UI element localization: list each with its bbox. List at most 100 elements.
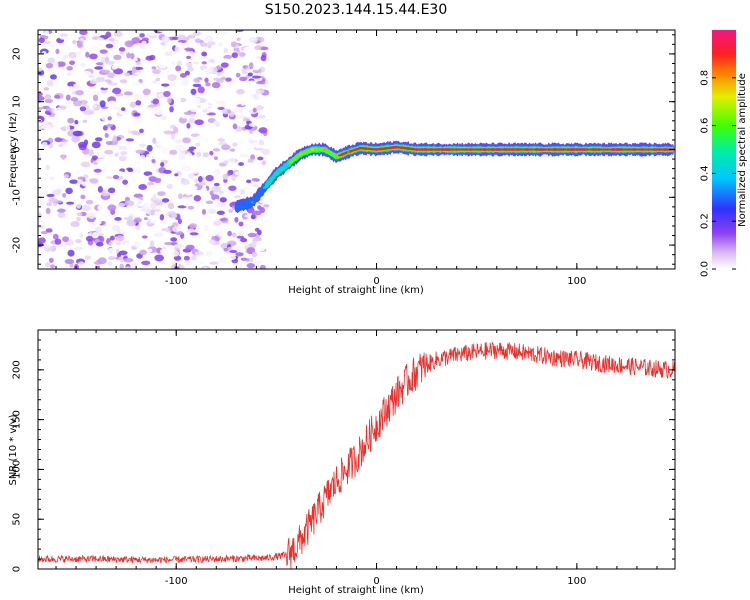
noise-speck: [100, 220, 106, 226]
noise-speck: [132, 156, 142, 163]
noise-speck: [120, 109, 129, 116]
colorbar-gradient: [712, 30, 736, 269]
spectrogram-ridge: [234, 140, 675, 214]
noise-speck: [157, 191, 166, 196]
noise-speck: [235, 72, 241, 78]
noise-speck: [184, 260, 192, 266]
noise-speck: [133, 217, 142, 223]
noise-speck: [155, 211, 161, 218]
noise-speck: [123, 141, 131, 146]
noise-speck: [69, 179, 79, 184]
noise-speck: [142, 96, 149, 100]
noise-speck: [256, 80, 266, 85]
noise-speck: [164, 51, 173, 57]
noise-speck: [141, 235, 148, 239]
snr-xlabel: Height of straight line (km): [288, 585, 424, 596]
noise-speck: [174, 45, 182, 53]
noise-speck: [38, 37, 45, 44]
noise-speck: [144, 191, 150, 199]
noise-speck: [106, 175, 113, 180]
noise-speck: [228, 255, 237, 260]
noise-speck: [257, 156, 264, 161]
noise-speck: [64, 258, 75, 265]
spectrogram-xtick-label: 100: [567, 276, 586, 287]
noise-speck: [196, 151, 202, 158]
noise-speck: [208, 163, 214, 167]
noise-speck: [235, 245, 241, 252]
noise-speck: [101, 81, 109, 89]
noise-speck: [125, 60, 133, 67]
noise-speck: [139, 128, 144, 134]
noise-speck: [212, 227, 218, 235]
noise-speck: [214, 198, 220, 204]
noise-speck: [38, 92, 43, 97]
noise-speck: [103, 212, 110, 218]
noise-speck: [123, 91, 133, 96]
noise-speck: [251, 210, 262, 216]
noise-speck: [223, 222, 228, 229]
noise-speck: [44, 30, 50, 37]
noise-speck: [111, 65, 119, 70]
noise-speck: [261, 160, 267, 166]
noise-speck: [44, 94, 52, 100]
noise-speck: [153, 177, 162, 184]
ridge-point: [250, 200, 254, 204]
noise-speck: [254, 89, 265, 94]
noise-speck: [185, 244, 195, 251]
noise-speck: [232, 123, 238, 130]
noise-speck: [38, 95, 45, 101]
colorbar-label: Normalized spectral amplitude: [737, 73, 748, 227]
noise-speck: [250, 214, 256, 220]
noise-speck: [159, 248, 169, 255]
noise-speck: [124, 72, 131, 77]
noise-speck: [88, 75, 95, 79]
noise-speck: [252, 96, 260, 100]
noise-speck: [209, 150, 214, 156]
noise-speck: [129, 101, 137, 108]
noise-speck: [43, 244, 53, 248]
noise-speck: [159, 214, 165, 221]
noise-speck: [63, 174, 70, 179]
noise-speck: [86, 41, 92, 49]
noise-speck: [38, 142, 42, 147]
noise-speck: [183, 111, 192, 116]
noise-speck: [172, 226, 181, 233]
noise-speck: [255, 133, 263, 137]
ridge-point: [615, 148, 619, 151]
noise-speck: [248, 33, 256, 39]
noise-speck: [204, 35, 214, 42]
noise-speck: [78, 233, 84, 238]
noise-speck: [173, 255, 182, 261]
noise-speck: [52, 116, 60, 121]
noise-speck: [115, 235, 125, 242]
noise-speck: [76, 216, 81, 222]
noise-speck: [129, 126, 137, 132]
noise-speck: [236, 235, 245, 239]
noise-speck: [41, 124, 52, 130]
noise-speck: [88, 62, 93, 69]
noise-speck: [38, 154, 42, 161]
noise-speck: [202, 266, 208, 269]
noise-speck: [166, 221, 173, 227]
noise-speck: [194, 178, 199, 184]
noise-speck: [96, 242, 104, 247]
noise-speck: [236, 89, 245, 95]
ridge-point: [375, 148, 378, 151]
noise-speck: [178, 193, 183, 200]
noise-speck: [227, 157, 237, 163]
noise-speck: [251, 240, 257, 247]
noise-speck: [80, 161, 91, 168]
noise-speck: [223, 160, 229, 165]
noise-speck: [192, 97, 201, 103]
noise-speck: [233, 195, 242, 199]
noise-speck: [174, 173, 179, 177]
noise-speck: [240, 154, 250, 158]
noise-speck: [179, 98, 187, 103]
noise-speck: [187, 205, 195, 210]
noise-speck: [253, 172, 263, 180]
noise-speck: [213, 127, 219, 134]
noise-speck: [240, 237, 248, 243]
noise-speck: [88, 149, 94, 157]
noise-speck: [71, 135, 81, 143]
